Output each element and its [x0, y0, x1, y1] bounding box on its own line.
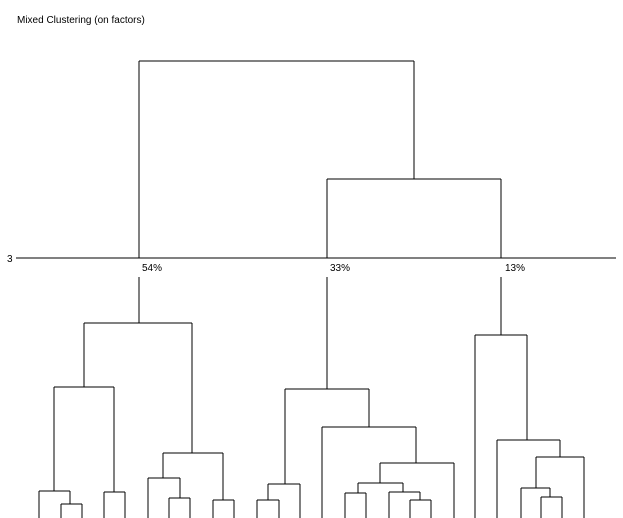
upper-tree — [138, 60, 502, 258]
cluster-3-share-label: 13% — [505, 263, 525, 274]
cluster-2-subtree — [256, 277, 455, 518]
cut-level-label: 3 — [7, 254, 13, 265]
cluster-3-subtree — [474, 277, 585, 518]
chart-title: Mixed Clustering (on factors) — [17, 15, 145, 26]
cluster-2-share-label: 33% — [330, 263, 350, 274]
cluster-1-share-label: 54% — [142, 263, 162, 274]
cluster-1-subtree — [38, 277, 235, 518]
